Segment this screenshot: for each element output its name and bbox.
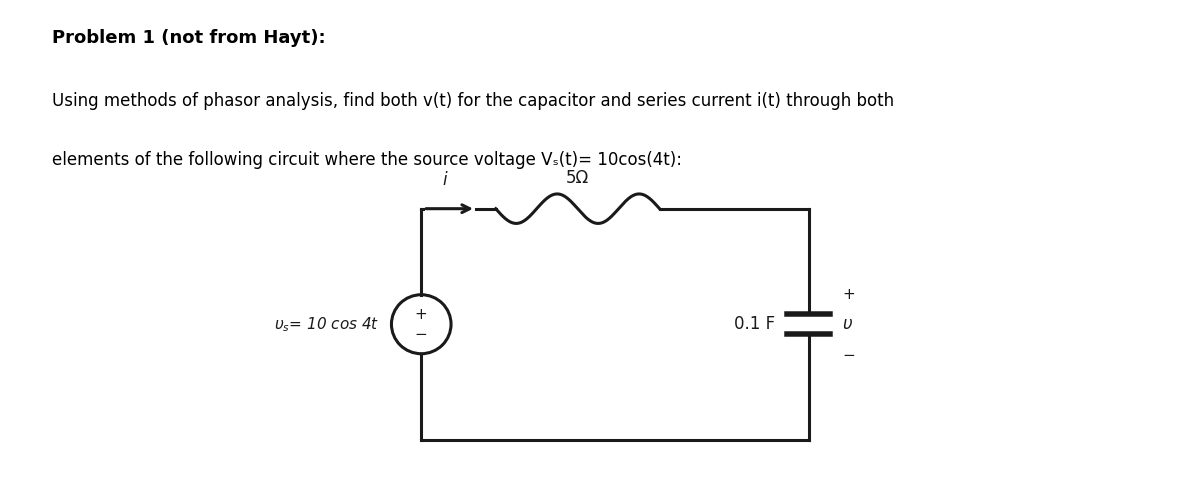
- Text: $\upsilon_s$= 10 cos 4$t$: $\upsilon_s$= 10 cos 4$t$: [274, 315, 379, 334]
- Text: i: i: [443, 171, 446, 189]
- Text: 0.1 F: 0.1 F: [733, 315, 775, 333]
- Text: Using methods of phasor analysis, find both v(t) for the capacitor and series cu: Using methods of phasor analysis, find b…: [52, 92, 894, 110]
- Text: elements of the following circuit where the source voltage Vₛ(t)= 10cos(4t):: elements of the following circuit where …: [52, 151, 682, 169]
- Text: 5Ω: 5Ω: [566, 169, 589, 187]
- Text: +: +: [415, 307, 427, 322]
- Text: +: +: [842, 287, 856, 302]
- Text: −: −: [415, 327, 427, 342]
- Text: −: −: [842, 348, 856, 363]
- Text: Problem 1 (not from Hayt):: Problem 1 (not from Hayt):: [52, 29, 325, 47]
- Text: $\upsilon$: $\upsilon$: [842, 315, 853, 333]
